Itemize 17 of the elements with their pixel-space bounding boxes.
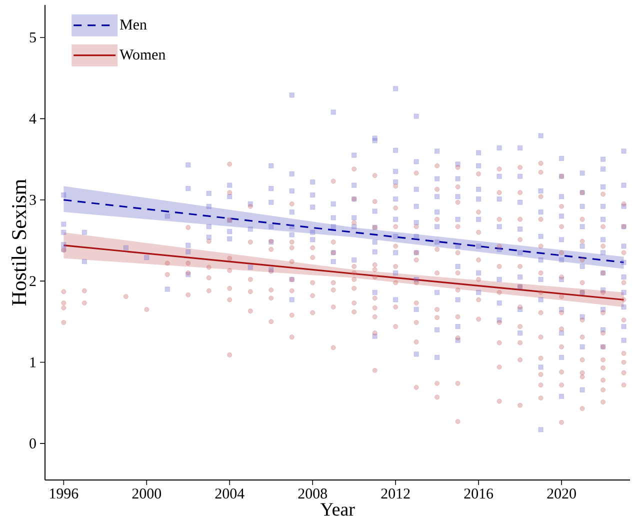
y-axis-title: Hostile Sexism <box>11 179 26 306</box>
x-tick-label: 2012 <box>381 488 410 499</box>
y-tick-label: 5 <box>30 32 36 42</box>
legend-label: Women <box>120 50 166 60</box>
y-tick-label: 1 <box>30 357 36 368</box>
x-tick-label: 2004 <box>215 488 244 499</box>
x-tick-label: 2020 <box>547 488 576 499</box>
y-tick-label: 0 <box>30 438 36 448</box>
x-tick-label: 2016 <box>464 488 494 499</box>
x-tick-label: 1996 <box>50 488 78 499</box>
x-tick-label: 2008 <box>298 488 327 499</box>
y-tick-label: 3 <box>30 194 36 205</box>
x-axis-title: Year <box>320 503 355 516</box>
y-tick-label: 4 <box>29 114 36 124</box>
legend-label: Men <box>120 20 147 30</box>
x-tick-label: 2000 <box>132 488 162 499</box>
y-tick-label: 2 <box>30 276 36 286</box>
